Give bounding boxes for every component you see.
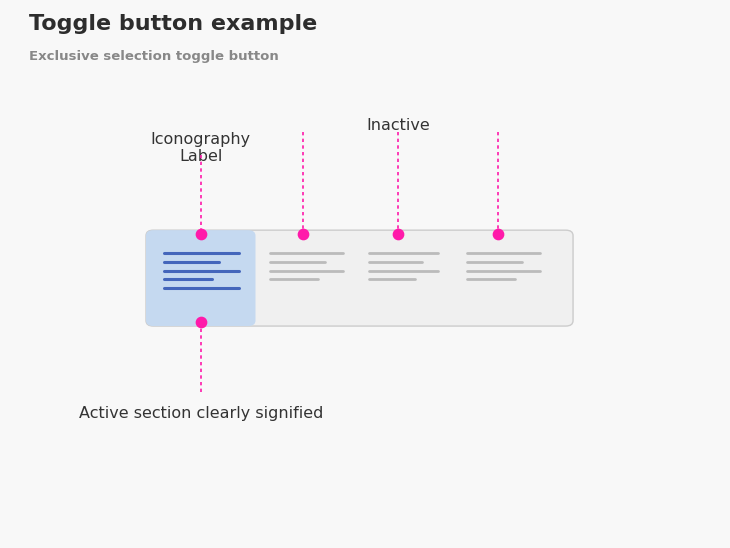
FancyBboxPatch shape	[146, 230, 573, 326]
Text: Active section clearly signified: Active section clearly signified	[79, 406, 323, 420]
Point	[195, 230, 207, 238]
Text: Inactive: Inactive	[366, 118, 430, 133]
Point	[492, 230, 504, 238]
Text: Iconography
Label: Iconography Label	[150, 132, 251, 164]
Point	[392, 230, 404, 238]
Point	[195, 317, 207, 326]
Point	[297, 230, 309, 238]
FancyBboxPatch shape	[146, 230, 255, 326]
Text: Exclusive selection toggle button: Exclusive selection toggle button	[29, 50, 279, 64]
Text: Toggle button example: Toggle button example	[29, 14, 318, 33]
